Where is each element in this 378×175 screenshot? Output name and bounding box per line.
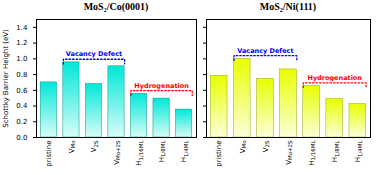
svg-text:H1/8ML: H1/8ML bbox=[158, 140, 167, 163]
svg-text:0.0: 0.0 bbox=[16, 134, 27, 142]
html-text:MoS₂/Ni(111): MoS₂/Ni(111) bbox=[259, 1, 317, 12]
svg-text:VMo+2S: VMo+2S bbox=[285, 140, 294, 165]
svg-text:H1/4ML: H1/4ML bbox=[180, 140, 189, 163]
svg-text:VMo: VMo bbox=[68, 140, 77, 154]
svg-text:0.6: 0.6 bbox=[16, 87, 28, 95]
svg-text:V2S: V2S bbox=[90, 140, 99, 152]
svg-text:Hydrogenation: Hydrogenation bbox=[134, 82, 189, 90]
svg-text:Vacancy Defect: Vacancy Defect bbox=[66, 50, 122, 58]
svg-text:pristine: pristine bbox=[45, 141, 53, 167]
svg-text:H1/16ML: H1/16ML bbox=[135, 140, 144, 166]
svg-text:1.4: 1.4 bbox=[16, 24, 28, 32]
svg-text:H1/16ML: H1/16ML bbox=[308, 140, 317, 166]
svg-text:1.0: 1.0 bbox=[16, 55, 27, 63]
svg-text:0.8: 0.8 bbox=[16, 71, 27, 79]
svg-text:Vacancy Defect: Vacancy Defect bbox=[237, 47, 293, 55]
svg-text:V2S: V2S bbox=[262, 140, 271, 152]
svg-text:0.4: 0.4 bbox=[16, 102, 28, 110]
svg-text:pristine: pristine bbox=[215, 141, 223, 167]
svg-text:1.2: 1.2 bbox=[16, 39, 27, 47]
svg-text:0.2: 0.2 bbox=[16, 118, 27, 126]
svg-text:VMo: VMo bbox=[239, 140, 248, 154]
svg-text:Hydrogenation: Hydrogenation bbox=[307, 74, 362, 82]
svg-text:H1/8ML: H1/8ML bbox=[331, 140, 340, 163]
html-text:MoS₂/Co(0001): MoS₂/Co(0001) bbox=[83, 1, 149, 12]
svg-text:Schottky Barrier Height (eV): Schottky Barrier Height (eV) bbox=[2, 29, 10, 128]
svg-text:VMo+2S: VMo+2S bbox=[113, 140, 122, 165]
svg-text:H1/4ML: H1/4ML bbox=[354, 140, 363, 163]
